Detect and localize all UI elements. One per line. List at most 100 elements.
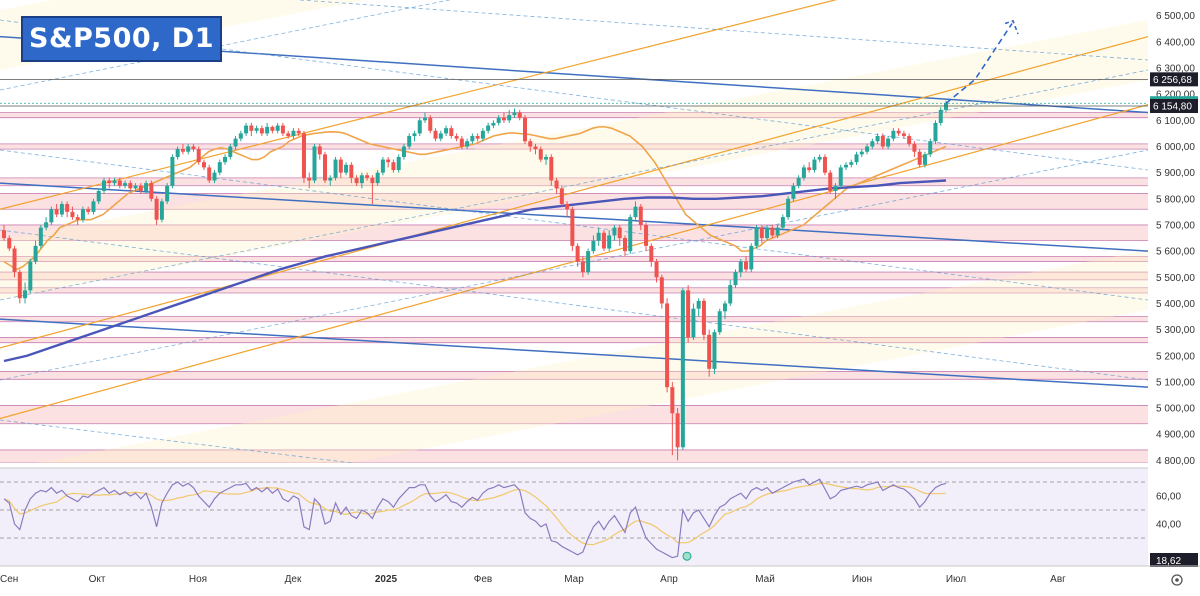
candle-body bbox=[654, 261, 659, 278]
candle-body bbox=[65, 204, 70, 212]
candle-body bbox=[670, 387, 675, 414]
candle-body bbox=[754, 227, 759, 246]
candle-body bbox=[23, 290, 28, 299]
candle-body bbox=[275, 125, 280, 131]
candle-body bbox=[822, 156, 827, 173]
candle-body bbox=[191, 146, 196, 150]
time-tick-label: Июн bbox=[852, 574, 872, 585]
candle-body bbox=[733, 272, 738, 286]
candle-body bbox=[228, 146, 233, 157]
candle-body bbox=[223, 156, 228, 163]
candle-body bbox=[607, 235, 612, 249]
candle-body bbox=[807, 167, 812, 171]
trend-line bbox=[0, 0, 838, 210]
candle-body bbox=[70, 211, 75, 218]
time-axis-bg bbox=[0, 566, 1148, 591]
candle-body bbox=[701, 300, 706, 335]
dashed-line bbox=[0, 149, 1148, 381]
time-tick-label: Окт bbox=[89, 574, 106, 585]
candle-body bbox=[480, 130, 485, 139]
time-tick-label: Сен bbox=[0, 574, 18, 585]
candle-body bbox=[86, 209, 91, 212]
resistance-zone bbox=[0, 371, 1148, 380]
ma-short-line bbox=[3, 126, 947, 271]
candle-body bbox=[323, 154, 328, 181]
candle-body bbox=[786, 198, 791, 218]
price-tick-label: 5 100,00 bbox=[1156, 377, 1195, 388]
projection-arrow bbox=[945, 19, 1019, 104]
candle-body bbox=[675, 413, 680, 448]
candle-body bbox=[812, 159, 817, 171]
candle-body bbox=[344, 164, 349, 173]
candle-body bbox=[423, 117, 428, 121]
candle-body bbox=[280, 125, 285, 134]
candle-body bbox=[212, 172, 217, 181]
candle-body bbox=[33, 245, 38, 262]
candle-body bbox=[512, 112, 517, 116]
settings-icon[interactable] bbox=[1171, 574, 1183, 586]
resistance-zone bbox=[0, 256, 1148, 262]
candle-body bbox=[596, 232, 601, 241]
candle-body bbox=[291, 130, 296, 137]
price-tick-label: 6 300,00 bbox=[1156, 64, 1195, 75]
channel-band bbox=[36, 250, 1148, 463]
price-tag-box bbox=[1150, 98, 1198, 113]
candle-body bbox=[296, 130, 301, 134]
candle-body bbox=[433, 130, 438, 139]
candle-body bbox=[712, 332, 717, 369]
candle-body bbox=[865, 146, 870, 152]
resistance-zone bbox=[0, 193, 1148, 210]
dashed-line bbox=[0, 69, 1148, 301]
candle-body bbox=[554, 180, 559, 189]
candle-body bbox=[922, 154, 927, 165]
candle-body bbox=[233, 138, 238, 147]
candle-body bbox=[349, 164, 354, 178]
candle-body bbox=[128, 183, 133, 189]
candle-body bbox=[328, 177, 333, 181]
candle-body bbox=[470, 136, 475, 142]
candle-body bbox=[717, 311, 722, 333]
candle-body bbox=[622, 238, 627, 252]
channel-band bbox=[0, 20, 1148, 300]
candle-body bbox=[196, 149, 201, 163]
candle-body bbox=[559, 188, 564, 205]
candle-body bbox=[912, 143, 917, 152]
candle-body bbox=[365, 175, 370, 178]
price-tick-label: 5 200,00 bbox=[1156, 351, 1195, 362]
candle-body bbox=[17, 272, 22, 299]
candle-body bbox=[254, 128, 259, 131]
time-tick-label: Апр bbox=[660, 574, 678, 585]
candle-body bbox=[917, 151, 922, 165]
candle-body bbox=[270, 126, 275, 131]
time-tick-label: 2025 bbox=[375, 574, 398, 585]
candle-body bbox=[428, 117, 433, 131]
candle-body bbox=[107, 180, 112, 184]
candle-body bbox=[370, 177, 375, 184]
rsi-low-marker bbox=[682, 551, 692, 561]
candle-body bbox=[312, 146, 317, 181]
rsi-tick-label: 60,00 bbox=[1156, 492, 1181, 503]
candle-body bbox=[459, 138, 464, 147]
candle-body bbox=[333, 159, 338, 178]
time-axis[interactable]: Сен Окт Ноя Дек 2025 Фев Мар Апр Май Июн Июл Авг bbox=[0, 565, 1200, 591]
candle-body bbox=[633, 206, 638, 218]
candle-body bbox=[791, 185, 796, 199]
candle-body bbox=[259, 128, 264, 134]
candle-body bbox=[38, 227, 43, 246]
candle-body bbox=[749, 245, 754, 270]
candle-body bbox=[170, 156, 175, 186]
candle-body bbox=[928, 141, 933, 155]
price-tag-box bbox=[1150, 72, 1198, 87]
price-axis[interactable]: 6 500,00 6 400,00 6 300,00 6 200,00 6 100,00… bbox=[1148, 0, 1200, 591]
candle-body bbox=[944, 103, 948, 110]
candle-body bbox=[691, 308, 696, 338]
rsi-value-label: 18,62 bbox=[1156, 556, 1181, 567]
dashed-line bbox=[0, 149, 1148, 301]
dashed-line bbox=[0, 419, 356, 463]
candle-body bbox=[938, 109, 943, 123]
price-tick-label: 5 000,00 bbox=[1156, 404, 1195, 415]
candle-body bbox=[375, 172, 380, 184]
candle-body bbox=[7, 238, 12, 249]
resistance-zone bbox=[0, 143, 1148, 150]
